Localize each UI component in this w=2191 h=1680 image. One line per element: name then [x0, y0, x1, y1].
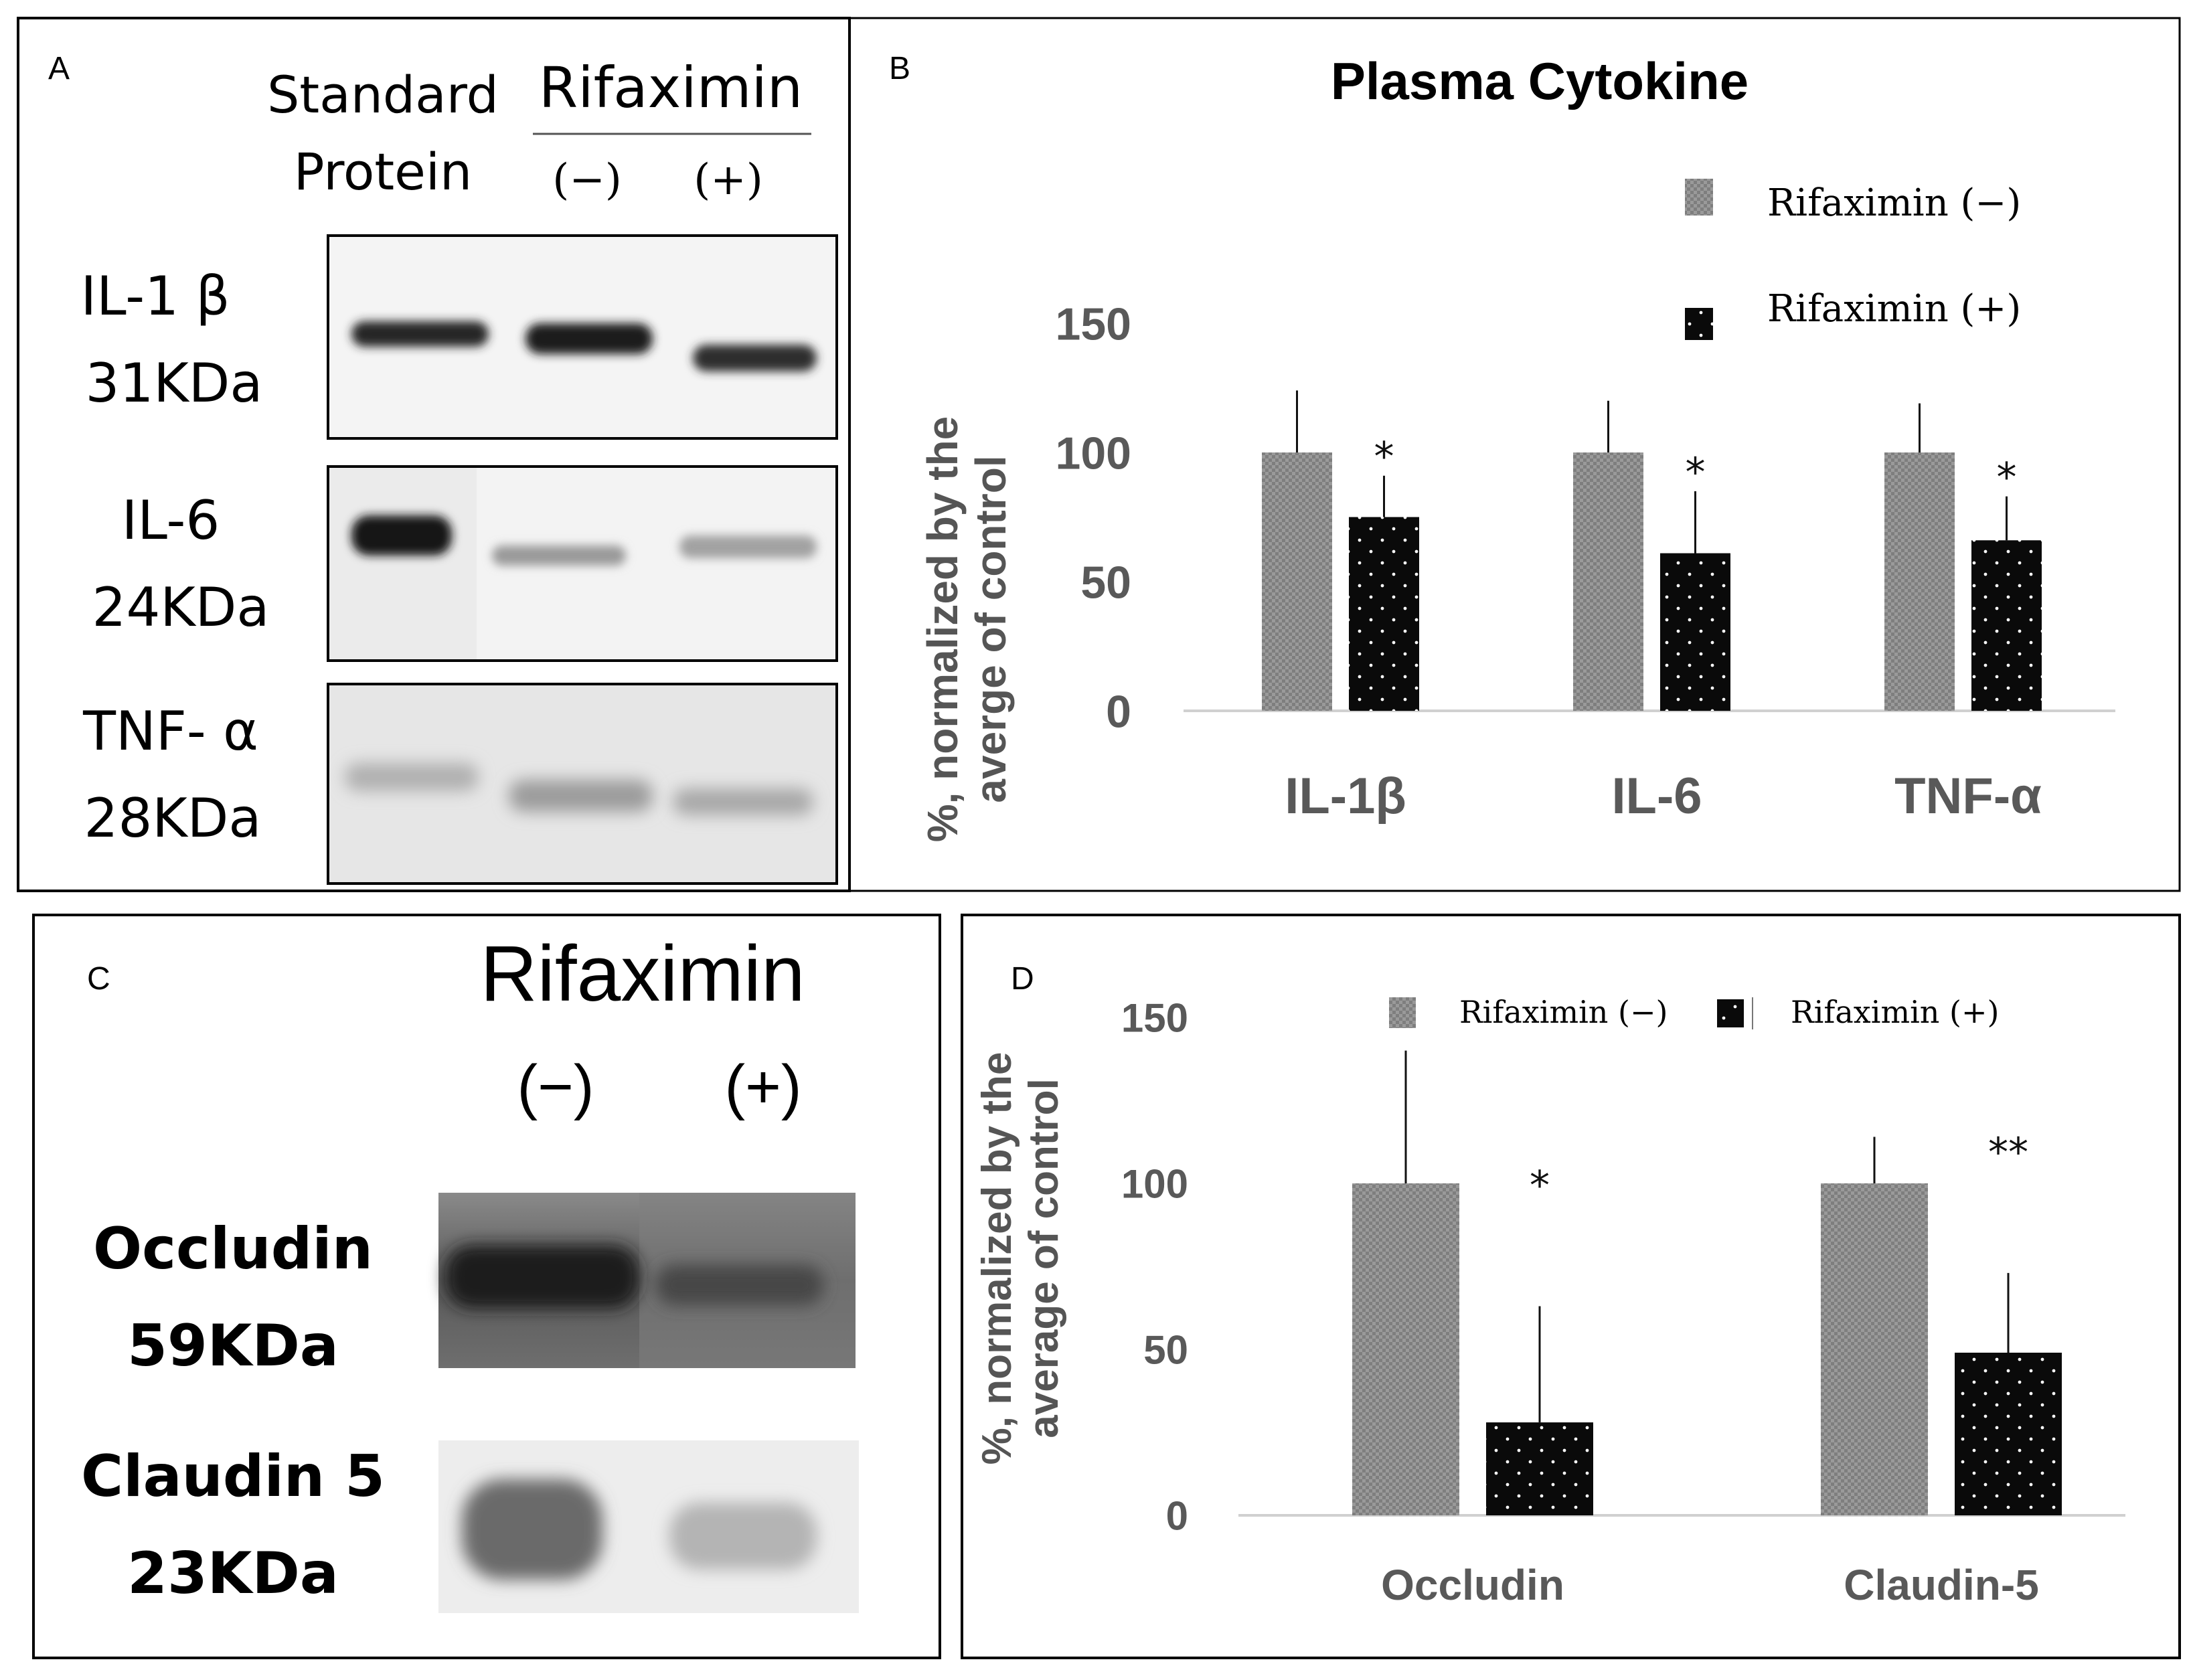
lane-minus-label: (−) [552, 155, 622, 205]
blot-occludin [438, 1193, 856, 1368]
blot-il6 [327, 465, 838, 662]
category-label: TNF-α [1894, 768, 2042, 825]
panel-c-letter: C [87, 961, 110, 997]
panel-b-letter: B [889, 51, 910, 86]
y-tick-label: 150 [1121, 996, 1188, 1041]
band-il6-plus [679, 535, 817, 558]
chart-d-ylabel-line1: %, normalized by the [974, 1052, 1020, 1465]
lane-plus-label-c: (+) [725, 1053, 802, 1121]
band-il1b-minus [525, 323, 653, 354]
category-label: IL-1β [1285, 768, 1406, 825]
row-label-il1b: IL-1 β [80, 265, 230, 327]
y-tick-label: 50 [1143, 1328, 1188, 1373]
chart-b-title: Plasma Cytokine [1331, 52, 1749, 110]
chart-d-ylabel-line2: average of control [1021, 1078, 1067, 1438]
blot-claudin5 [438, 1440, 859, 1613]
category-label: Occludin [1381, 1561, 1564, 1609]
bar-rifaximin-plus [1486, 1422, 1593, 1515]
band-il1b-standard [351, 321, 489, 347]
significance-marker: * [1374, 434, 1394, 481]
chart-b-plot: 0 50 100 150 * IL-1β * IL-6 * TNF-α [1056, 299, 2115, 825]
rifaximin-header-c: Rifaximin [480, 930, 805, 1018]
row-kda-il6: 24KDa [92, 576, 270, 639]
significance-marker: ** [1988, 1129, 2028, 1176]
legend-b-label-plus: Rifaximin (+) [1767, 287, 2021, 331]
row-kda-il1b: 31KDa [86, 352, 263, 414]
panel-a: A Standard Protein Rifaximin (−) (+) IL-… [17, 17, 851, 892]
legend-d-label-minus: Rifaximin (−) [1459, 994, 1668, 1030]
panel-d-letter: D [1011, 961, 1034, 997]
row-label-claudin5: Claudin 5 [81, 1443, 385, 1510]
significance-marker: * [1997, 454, 2017, 501]
category-label: Claudin-5 [1844, 1561, 2039, 1609]
y-tick-label: 0 [1106, 686, 1131, 737]
panel-b-frame [848, 17, 2181, 892]
legend-d-swatch-minus [1389, 997, 1416, 1028]
row-kda-tnfa: 28KDa [84, 787, 262, 849]
bar-rifaximin-minus [1821, 1183, 1928, 1515]
panel-d: D Rifaximin (−) Rifaximin (+) %, normali… [961, 914, 2181, 1659]
row-label-occludin: Occludin [93, 1215, 373, 1282]
bar-rifaximin-plus [1349, 517, 1419, 711]
legend-b-swatch-plus [1685, 308, 1713, 340]
bar-rifaximin-plus [1955, 1352, 2062, 1515]
band-il1b-plus [693, 345, 817, 371]
row-kda-occludin: 59KDa [127, 1313, 339, 1379]
blot-tnfa [327, 683, 838, 885]
panel-a-letter: A [48, 51, 70, 86]
bar-rifaximin-plus [1660, 553, 1730, 711]
bar-rifaximin-minus [1884, 452, 1955, 711]
significance-marker: * [1530, 1163, 1550, 1209]
y-tick-label: 100 [1056, 428, 1131, 479]
legend-d-label-plus: Rifaximin (+) [1791, 994, 1999, 1030]
band-tnfa-minus [509, 780, 653, 812]
band-occludin-plus [656, 1265, 823, 1305]
chart-b-ylabel-line2: averge of control [967, 455, 1015, 803]
blot-il1b [327, 234, 838, 440]
row-label-tnfa: TNF- α [82, 700, 258, 762]
panel-c: C Rifaximin (−) (+) Occludin 59KDa Claud… [32, 914, 941, 1659]
row-label-il6: IL-6 [122, 489, 220, 552]
chart-d-plot: 0 50 100 150 * Occludin ** Claudin-5 [1121, 996, 2125, 1609]
standard-header-line2: Protein [294, 142, 472, 201]
y-tick-label: 50 [1080, 557, 1131, 608]
bar-rifaximin-plus [1971, 540, 2042, 711]
lane-plus-label: (+) [694, 155, 763, 205]
band-il6-standard [351, 515, 452, 556]
band-occludin-minus [445, 1245, 639, 1309]
category-label: IL-6 [1611, 768, 1702, 825]
band-claudin5-plus [669, 1503, 817, 1570]
legend-d-swatch-plus [1717, 999, 1744, 1027]
chart-b-ylabel-line1: %, normalized by the [918, 416, 967, 843]
panel-c-frame [32, 914, 941, 1659]
y-tick-label: 0 [1166, 1494, 1188, 1539]
row-kda-claudin5: 23KDa [127, 1540, 339, 1607]
y-tick-label: 100 [1121, 1162, 1188, 1207]
y-tick-label: 150 [1056, 299, 1131, 349]
band-il6-minus [492, 545, 626, 566]
bar-rifaximin-minus [1262, 452, 1332, 711]
legend-b-label-minus: Rifaximin (−) [1767, 181, 2021, 225]
standard-header-line1: Standard [267, 65, 499, 124]
bar-rifaximin-minus [1573, 452, 1643, 711]
band-tnfa-plus [673, 788, 813, 815]
band-claudin5-minus [462, 1479, 602, 1580]
panel-b: B Plasma Cytokine Rifaximin (−) Rifaximi… [848, 17, 2181, 892]
significance-marker: * [1686, 449, 1706, 496]
bar-rifaximin-minus [1352, 1183, 1459, 1515]
band-tnfa-standard [345, 763, 479, 791]
lane-minus-label-c: (−) [517, 1053, 594, 1121]
legend-b-swatch-minus [1685, 179, 1713, 216]
panel-d-frame [961, 914, 2181, 1659]
rifaximin-header: Rifaximin [539, 55, 803, 120]
